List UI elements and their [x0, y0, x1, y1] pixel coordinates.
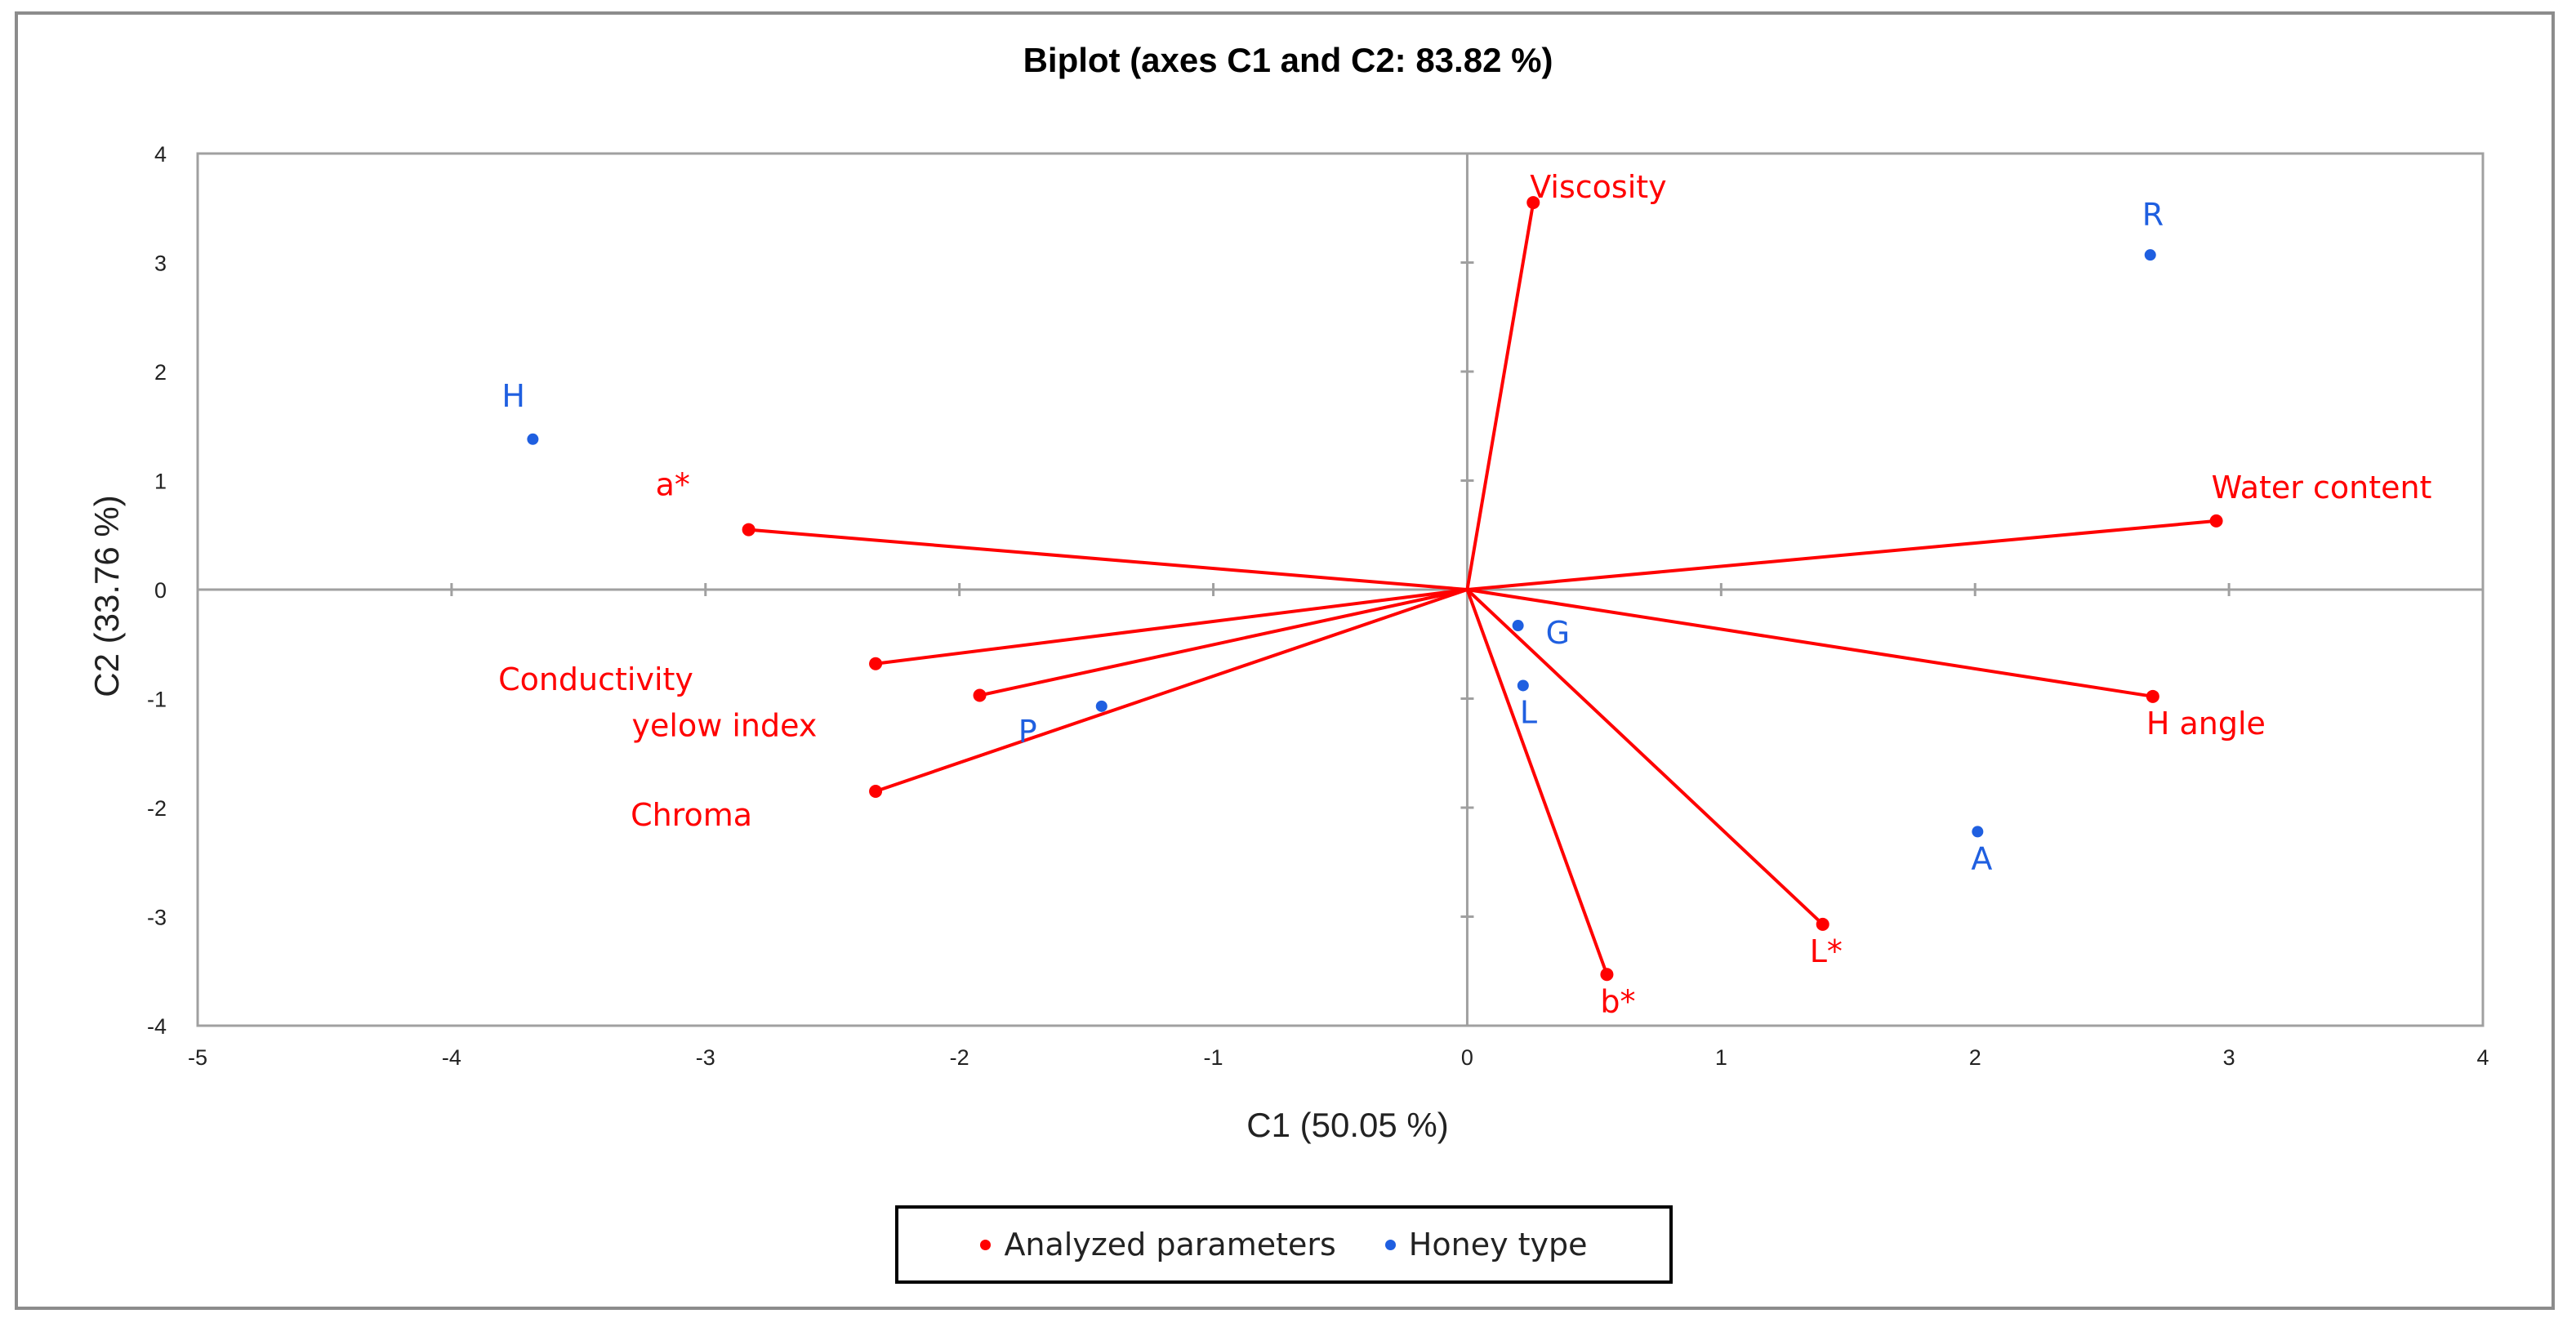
parameter-label-conductivity: Conductivity	[498, 661, 693, 697]
x-tick-label: -4	[442, 1045, 461, 1070]
parameter-point-chroma	[869, 784, 883, 798]
y-tick-label: -3	[147, 906, 167, 930]
honey-label-l: L	[1520, 694, 1537, 730]
point-labels: Viscosity Water content H angle L* b* a* Condu…	[498, 169, 2431, 1019]
honey-point-p	[1095, 700, 1108, 712]
y-tick-label: 4	[154, 142, 167, 167]
y-tick-label: 1	[154, 470, 167, 494]
honey-label-h: H	[501, 378, 525, 414]
y-tick-label: -2	[147, 796, 167, 821]
data-points	[527, 196, 2223, 982]
parameter-label-l: L*	[1810, 933, 1843, 969]
legend-item-parameters: Analyzed parameters	[980, 1227, 1336, 1263]
y-tick-label: 2	[154, 360, 167, 385]
honey-point-a	[1972, 826, 1984, 838]
legend-item-honey-type: Honey type	[1384, 1227, 1588, 1263]
vector-viscosity	[1465, 202, 1535, 590]
y-tick-label: 0	[154, 578, 167, 603]
honey-point-r	[2144, 249, 2156, 261]
vector-a	[748, 528, 1468, 591]
parameter-point-b	[1600, 968, 1614, 982]
legend: Analyzed parameters Honey type	[895, 1205, 1673, 1284]
y-tick-label: -1	[147, 688, 167, 712]
parameter-point-viscosity	[1526, 196, 1540, 210]
legend-label-honey-type: Honey type	[1408, 1227, 1588, 1263]
honey-point-g	[1512, 620, 1524, 632]
honey-label-g: G	[1546, 615, 1570, 651]
vector-conductivity	[875, 588, 1468, 666]
parameter-point-l	[1816, 917, 1829, 931]
y-tick-label: 3	[154, 252, 167, 276]
parameter-label-viscosity: Viscosity	[1530, 169, 1666, 205]
legend-marker-honey-type	[1384, 1239, 1396, 1250]
parameter-label-a: a*	[656, 467, 690, 503]
tick-labels: -5 -4 -3 -2 -1 0 1 2 3 4 4 3 2 1 0 -1 -2 -3 -4	[147, 142, 2489, 1070]
vector-chroma	[875, 588, 1468, 793]
parameter-point-a	[742, 523, 755, 537]
parameter-vectors	[748, 202, 2217, 975]
parameter-point-water-content	[2209, 514, 2223, 528]
legend-marker-parameters	[980, 1239, 992, 1250]
vector-yelow-index	[979, 588, 1468, 697]
x-tick-label: -2	[950, 1045, 969, 1070]
parameter-point-conductivity	[869, 657, 883, 670]
honey-label-p: P	[1018, 714, 1037, 750]
parameter-point-h-angle	[2146, 689, 2159, 703]
vector-l	[1466, 588, 1825, 926]
honey-label-a: A	[1971, 840, 1992, 876]
parameter-label-b: b*	[1600, 983, 1635, 1019]
legend-label-parameters: Analyzed parameters	[1004, 1227, 1336, 1263]
honey-point-l	[1517, 679, 1529, 692]
parameter-label-h-angle: H angle	[2146, 706, 2266, 741]
x-tick-label: -3	[696, 1045, 715, 1070]
chart-title: Biplot (axes C1 and C2: 83.82 %)	[1023, 41, 1553, 79]
x-tick-label: 1	[1715, 1045, 1727, 1070]
vector-b	[1465, 589, 1609, 975]
plot-area	[196, 152, 2485, 1027]
x-tick-label: -1	[1204, 1045, 1223, 1070]
x-axis-title: C1 (50.05 %)	[1246, 1106, 1448, 1144]
y-axis-title: C2 (33.76 %)	[87, 495, 126, 697]
x-tick-label: 4	[2476, 1045, 2489, 1070]
vector-water-content	[1467, 519, 2217, 591]
parameter-label-water-content: Water content	[2212, 470, 2432, 505]
chart-frame	[15, 11, 2555, 1310]
x-tick-label: 3	[2223, 1045, 2235, 1070]
honey-point-h	[527, 433, 539, 445]
vector-h-angle	[1467, 588, 2154, 698]
honey-label-r: R	[2142, 197, 2164, 233]
x-tick-label: 2	[1969, 1045, 1981, 1070]
y-tick-label: -4	[147, 1014, 167, 1039]
x-tick-label: 0	[1461, 1045, 1473, 1070]
parameter-label-yelow-index: yelow index	[632, 707, 818, 743]
parameter-point-yelow-index	[973, 688, 987, 702]
x-tick-label: -5	[188, 1045, 207, 1070]
parameter-label-chroma: Chroma	[631, 797, 752, 833]
